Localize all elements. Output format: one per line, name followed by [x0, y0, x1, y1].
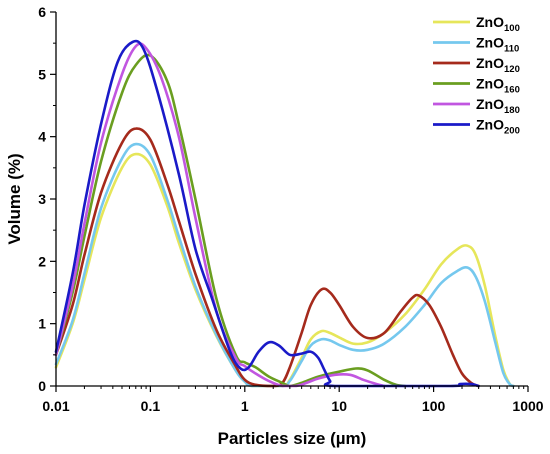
- series-line-zno100: [54, 152, 515, 388]
- series-line-zno110: [54, 142, 515, 388]
- y-tick-label: 4: [38, 129, 46, 145]
- legend-item-zno110: ZnO110: [433, 35, 519, 55]
- y-tick-label: 2: [38, 253, 46, 269]
- y-axis-title: Volume (%): [5, 153, 24, 244]
- series-layer: [54, 39, 515, 388]
- legend-item-zno160: ZnO160: [433, 76, 520, 96]
- y-tick-label: 1: [38, 316, 46, 332]
- legend-item-zno180: ZnO180: [433, 96, 520, 116]
- x-tick-label: 100: [422, 398, 446, 414]
- y-tick-label: 0: [38, 378, 46, 394]
- legend-label: ZnO110: [476, 35, 519, 55]
- legend-item-zno200: ZnO200: [433, 117, 520, 137]
- y-tick-label: 3: [38, 191, 46, 207]
- x-axis-title: Particles size (µm): [218, 429, 367, 448]
- legend-label: ZnO120: [476, 55, 520, 75]
- y-tick-label: 6: [38, 4, 46, 20]
- legend-label: ZnO160: [476, 76, 520, 96]
- series-line-zno160: [54, 53, 407, 388]
- series-line-zno200: [54, 39, 480, 388]
- legend-label: ZnO100: [476, 14, 520, 34]
- x-tick-label: 0.1: [141, 398, 161, 414]
- x-tick-label: 1: [241, 398, 249, 414]
- y-tick-label: 5: [38, 66, 46, 82]
- axes-layer: [55, 12, 528, 387]
- legend-item-zno100: ZnO100: [433, 14, 520, 34]
- x-tick-label: 0.01: [42, 398, 69, 414]
- x-tick-label: 1000: [512, 398, 543, 414]
- series-line-zno120: [54, 127, 480, 388]
- x-tick-label: 10: [331, 398, 347, 414]
- legend-item-zno120: ZnO120: [433, 55, 520, 75]
- legend-label: ZnO180: [476, 96, 520, 116]
- ticks-layer: 0.01 0.1 1 10 100 1000 0 1 2 3 4 5 6: [38, 4, 544, 414]
- legend-label: ZnO200: [476, 117, 520, 137]
- series-line-zno180: [54, 42, 386, 388]
